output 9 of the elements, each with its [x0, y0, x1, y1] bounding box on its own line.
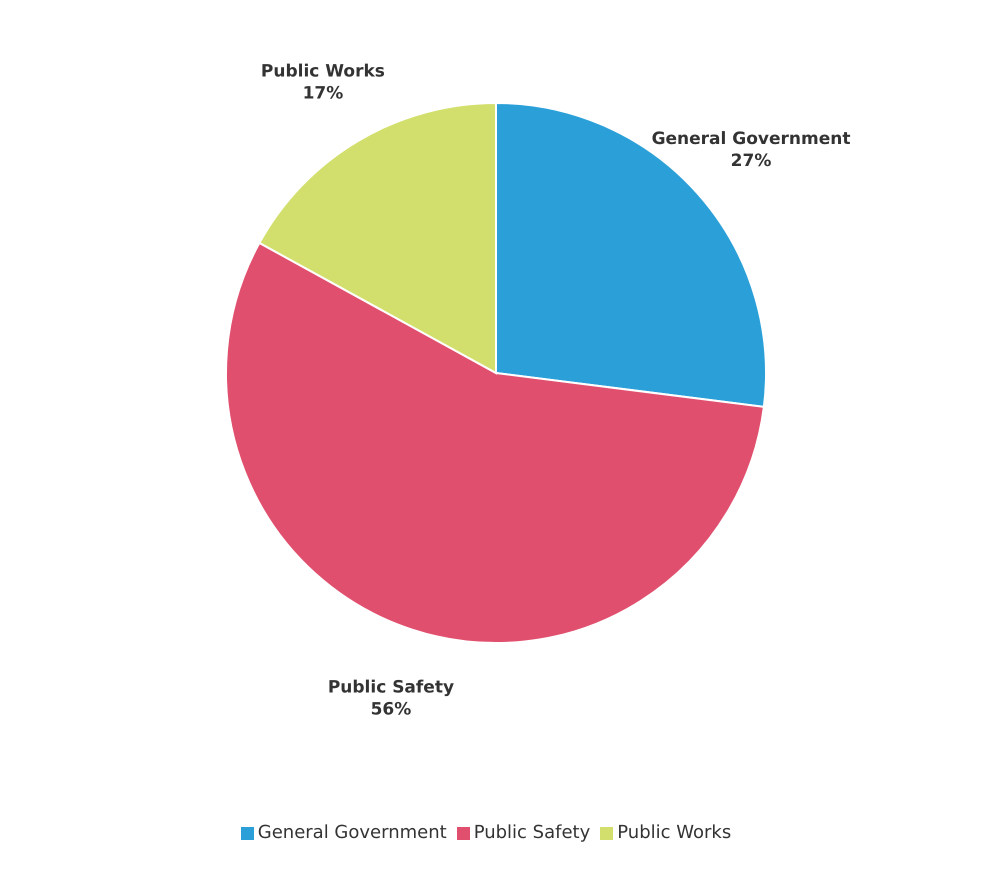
slice-label: General Government — [652, 129, 850, 150]
legend-label: Public Works — [617, 822, 732, 843]
legend-label: Public Safety — [474, 822, 590, 843]
slice-label: Public Works — [260, 61, 385, 82]
slice-label: Public Safety — [328, 677, 454, 698]
legend-label: General Government — [258, 822, 447, 843]
data-label: 56% — [370, 699, 412, 720]
data-label: 27% — [730, 151, 772, 172]
data-label: 17% — [302, 83, 344, 104]
